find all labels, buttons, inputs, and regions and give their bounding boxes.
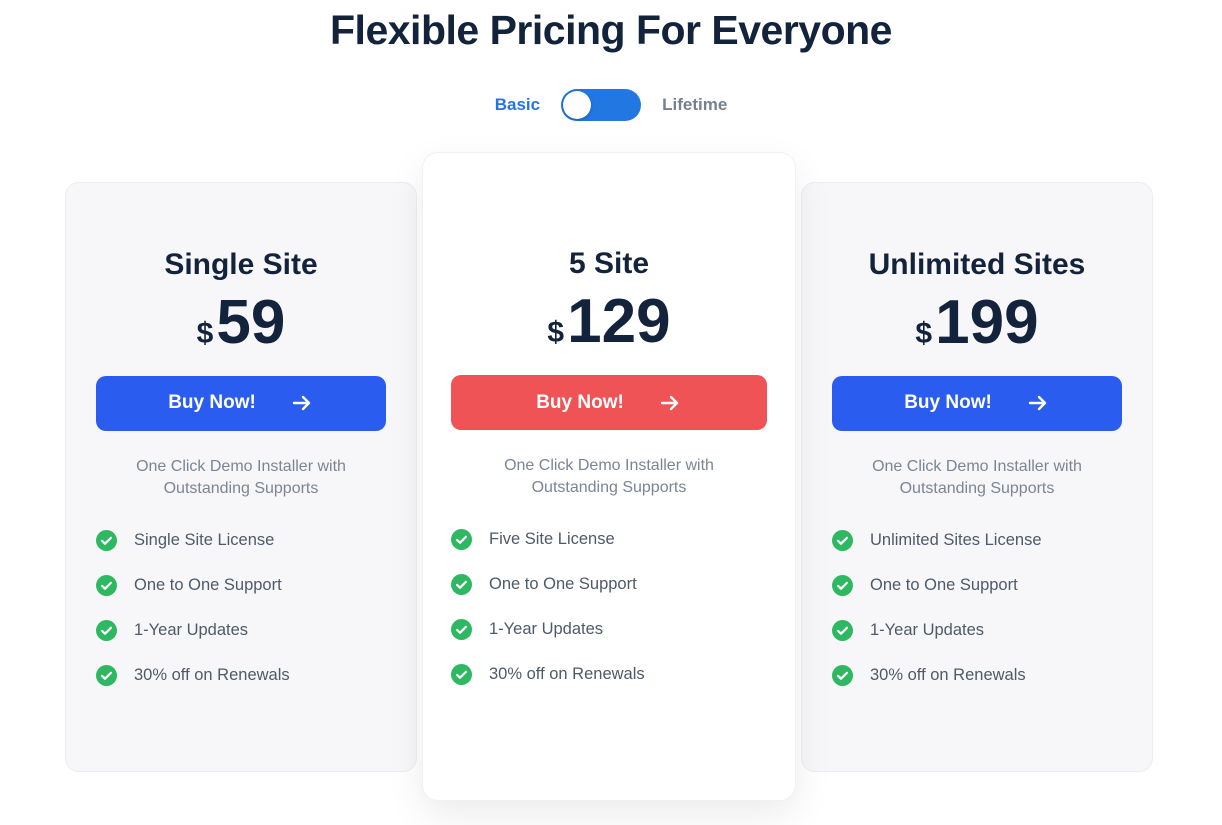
check-icon	[451, 529, 472, 550]
feature-item: 30% off on Renewals	[96, 664, 386, 686]
pricing-card-single-site: Single Site $59 Buy Now! One Click Demo …	[65, 181, 417, 772]
check-icon	[832, 529, 853, 551]
feature-label: Unlimited Sites License	[870, 530, 1042, 549]
pricing-section: Flexible Pricing For Everyone Basic Life…	[0, 6, 1222, 825]
arrow-right-icon	[1026, 391, 1050, 415]
feature-item: Unlimited Sites License	[832, 529, 1122, 551]
toggle-label-basic[interactable]: Basic	[494, 95, 541, 114]
check-icon	[832, 664, 853, 686]
plan-price: $199	[832, 288, 1122, 358]
feature-label: 30% off on Renewals	[870, 665, 1026, 684]
plan-price: $129	[451, 287, 767, 357]
feature-label: 1-Year Updates	[134, 620, 249, 639]
plan-price: $59	[96, 288, 386, 358]
check-icon	[451, 664, 472, 685]
feature-label: 30% off on Renewals	[489, 665, 645, 683]
feature-item: Single Site License	[96, 529, 386, 551]
plan-name: Single Site	[164, 247, 318, 281]
feature-item: 30% off on Renewals	[451, 664, 767, 685]
feature-item: 1-Year Updates	[451, 619, 767, 640]
feature-label: Five Site License	[489, 530, 615, 548]
buy-now-button[interactable]: Buy Now!	[96, 375, 386, 431]
plan-name: Unlimited Sites	[868, 247, 1086, 281]
feature-list: Single Site License One to One Support 1…	[96, 529, 386, 686]
feature-item: One to One Support	[96, 574, 386, 596]
price-amount: 129	[567, 287, 671, 356]
currency-symbol: $	[547, 316, 565, 349]
plan-description: One Click Demo Installer with Outstandin…	[504, 457, 714, 496]
billing-toggle-switch[interactable]	[561, 89, 642, 121]
buy-now-label: Buy Now!	[904, 392, 992, 413]
arrow-right-icon	[658, 391, 682, 415]
page-title: Flexible Pricing For Everyone	[330, 7, 892, 53]
toggle-label-lifetime[interactable]: Lifetime	[662, 95, 728, 114]
check-icon	[832, 574, 853, 596]
feature-label: Single Site License	[134, 530, 275, 549]
plan-description: One Click Demo Installer with Outstandin…	[136, 457, 346, 497]
feature-item: 30% off on Renewals	[832, 664, 1122, 686]
check-icon	[451, 574, 472, 595]
toggle-knob-icon	[563, 91, 592, 119]
feature-list: Five Site License One to One Support 1-Y…	[451, 529, 767, 685]
billing-toggle-row: Basic Lifetime	[0, 89, 1222, 121]
feature-item: One to One Support	[832, 574, 1122, 596]
currency-symbol: $	[196, 316, 214, 350]
buy-now-button[interactable]: Buy Now!	[451, 375, 767, 430]
plan-description: One Click Demo Installer with Outstandin…	[872, 457, 1082, 497]
check-icon	[832, 619, 853, 641]
plan-name: 5 Site	[568, 247, 650, 280]
feature-label: 1-Year Updates	[489, 620, 604, 638]
buy-now-label: Buy Now!	[168, 392, 256, 413]
check-icon	[96, 574, 117, 596]
feature-list: Unlimited Sites License One to One Suppo…	[832, 529, 1122, 686]
pricing-card-5-site: 5 Site $129 Buy Now! One Click Demo Inst…	[422, 152, 796, 801]
feature-label: 1-Year Updates	[870, 620, 985, 639]
price-amount: 59	[216, 287, 286, 357]
pricing-card-unlimited-sites: Unlimited Sites $199 Buy Now! One Click …	[801, 181, 1153, 772]
check-icon	[451, 619, 472, 640]
arrow-right-icon	[290, 391, 314, 415]
buy-now-label: Buy Now!	[536, 391, 624, 413]
feature-item: One to One Support	[451, 574, 767, 595]
check-icon	[96, 664, 117, 686]
buy-now-button[interactable]: Buy Now!	[832, 375, 1122, 431]
feature-item: Five Site License	[451, 529, 767, 550]
feature-label: One to One Support	[134, 575, 282, 594]
check-icon	[96, 619, 117, 641]
feature-label: One to One Support	[489, 575, 637, 593]
price-amount: 199	[935, 287, 1039, 357]
feature-label: One to One Support	[870, 575, 1018, 594]
pricing-cards: Single Site $59 Buy Now! One Click Demo …	[65, 152, 1157, 801]
feature-label: 30% off on Renewals	[134, 665, 290, 684]
feature-item: 1-Year Updates	[832, 619, 1122, 641]
feature-item: 1-Year Updates	[96, 619, 386, 641]
check-icon	[96, 529, 117, 551]
currency-symbol: $	[915, 316, 933, 350]
